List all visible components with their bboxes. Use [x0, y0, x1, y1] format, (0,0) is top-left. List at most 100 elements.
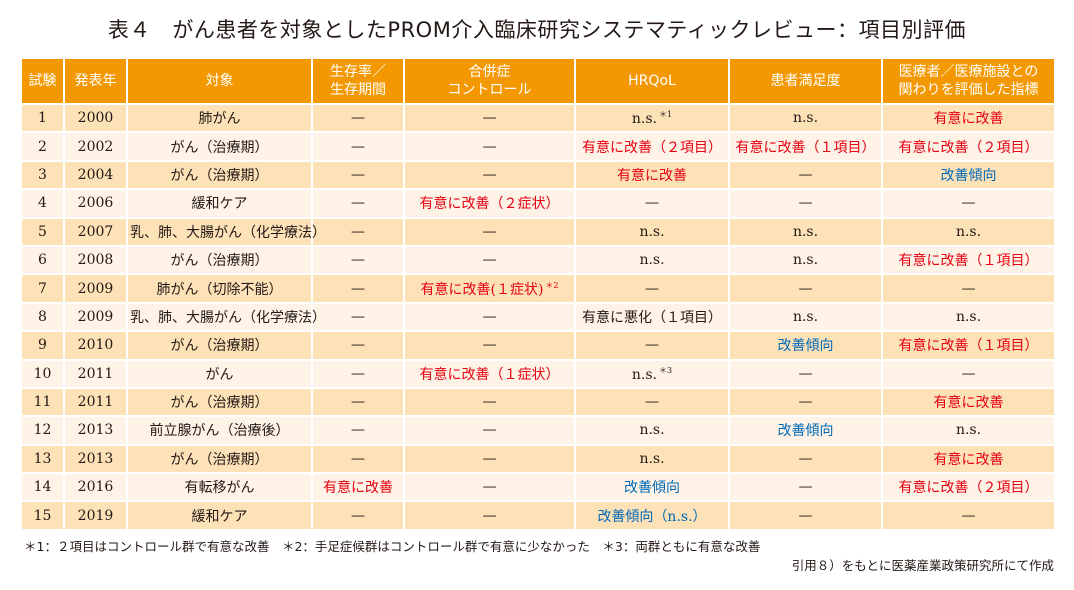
cell-value: — [482, 337, 497, 354]
cell-value: — [645, 337, 659, 354]
cell-value: 1 [38, 110, 47, 127]
cell-target: 緩和ケア [127, 501, 313, 531]
cell-year: 2007 [64, 217, 128, 247]
cell-value: 有意に改善 [323, 480, 393, 497]
cell-value: 有意に改善 [933, 111, 1004, 128]
cell-value: 緩和ケア [191, 196, 248, 213]
cell-value: — [798, 365, 813, 382]
cell-value: 4 [38, 195, 47, 212]
cell-value: 6 [38, 252, 47, 269]
cell-value: 2002 [77, 138, 114, 155]
cell-value: n.s. [955, 308, 982, 325]
cell-survival: — [312, 387, 405, 418]
table-row: 10 2011 がん — 有意に改善（１症状） n.s. ＊3 — — [22, 359, 1054, 389]
cell-value: 有意に悪化（１項目） [582, 309, 722, 326]
cell-value: — [351, 280, 365, 297]
cell-survival: — [312, 189, 405, 219]
cell-target: がん（治療期） [127, 245, 313, 276]
cell-value: 7 [38, 280, 47, 297]
cell-year: 2019 [64, 501, 128, 531]
cell-value: 改善傾向 [777, 338, 834, 355]
cell-value: 12 [33, 422, 52, 439]
cell-value: 有意に改善 [933, 451, 1004, 468]
cell-value: 2019 [77, 507, 114, 524]
cell-trial: 13 [22, 444, 65, 475]
cell-trial: 6 [22, 245, 65, 276]
cell-value: がん（治療期） [170, 253, 269, 270]
cell-value: — [482, 507, 497, 524]
cell-hrqol: 有意に改善 [575, 160, 730, 191]
cell-year: 2011 [64, 359, 128, 389]
cell-target: がん（治療期） [127, 444, 313, 475]
cell-year: 2004 [64, 160, 128, 191]
cell-value: n.s. [631, 366, 657, 383]
cell-provider: — [882, 274, 1054, 304]
cell-complication: — [404, 217, 576, 247]
cell-trial: 10 [22, 359, 65, 389]
cell-value: 2000 [77, 110, 114, 127]
table-row: 14 2016 有転移がん 有意に改善 — 改善傾向 — 有意に改善（２項目） [22, 473, 1054, 503]
cell-satisfaction: n.s. [729, 217, 883, 247]
table-row: 8 2009 乳、肺、大腸がん（化学療法） — — 有意に悪化（１項目） n.s. n.s. [22, 302, 1054, 333]
table-row: 1 2000 肺がん — — n.s. ＊1 n.s. 有意に改善 [22, 104, 1054, 134]
cell-value: — [798, 394, 813, 411]
cell-target: 肺がん [127, 104, 313, 134]
table-row: 2 2002 がん（治療期） — — 有意に改善（２項目） 有意に改善（１項目） 有意に改善（… [22, 132, 1054, 162]
cell-target: 緩和ケア [127, 189, 313, 219]
table-title: 表４ がん患者を対象としたPROM介入臨床研究システマティックレビュー：項目別評… [107, 18, 967, 42]
cell-survival: — [312, 359, 405, 389]
cell-value: — [482, 394, 497, 411]
cell-target: 乳、肺、大腸がん（化学療法） [127, 217, 326, 247]
cell-complication: — [404, 104, 576, 134]
cell-survival: — [312, 160, 405, 191]
cell-value: 乳、肺、大腸がん（化学療法） [130, 309, 326, 326]
table-row: 12 2013 前立腺がん（治療後） — — n.s. 改善傾向 n.s. [22, 416, 1054, 446]
cell-year: 2006 [64, 189, 128, 219]
cell-value: n.s. [639, 223, 665, 240]
cell-complication: — [404, 416, 576, 446]
cell-value: 14 [33, 479, 52, 496]
cell-provider: n.s. [882, 416, 1054, 446]
cell-complication: — [404, 302, 576, 333]
cell-satisfaction: — [729, 387, 883, 418]
table-row: 7 2009 肺がん（切除不能） — 有意に改善(１症状) ＊2 — — — [22, 274, 1054, 304]
cell-value: n.s. [639, 450, 665, 467]
cell-survival: — [312, 302, 405, 333]
prom-review-table: 試験 発表年 対象 生存率／ 生存期間 合併症 コントロール HRQoL 患者満足度 医療者／医療… [22, 59, 1054, 531]
cell-value: — [351, 223, 365, 240]
cell-provider: 有意に改善（２項目） [882, 132, 1054, 162]
cell-survival: — [312, 217, 405, 247]
cell-trial: 3 [22, 160, 65, 191]
table-row: 9 2010 がん（治療期） — — — 改善傾向 有意に改善（１項目） [22, 331, 1054, 361]
cell-value: 2008 [77, 252, 114, 269]
cell-hrqol: n.s. [575, 217, 730, 247]
cell-provider: — [882, 359, 1054, 389]
cell-value: — [961, 280, 976, 297]
cell-survival: — [312, 245, 405, 276]
cell-hrqol: n.s. ＊3 [575, 359, 730, 389]
header-year: 発表年 [64, 59, 128, 105]
cell-year: 2011 [64, 387, 128, 418]
cell-survival: — [312, 274, 405, 304]
cell-satisfaction: 改善傾向 [729, 331, 883, 361]
cell-satisfaction: — [729, 359, 883, 389]
table-body: 1 2000 肺がん — — n.s. ＊1 n.s. 有意に改善 2 2002 がん（治療期） — — 有… [22, 104, 1054, 531]
cell-value: — [351, 450, 365, 467]
cell-value: — [482, 223, 497, 240]
cell-value: がん（治療期） [170, 395, 269, 412]
cell-satisfaction: n.s. [729, 104, 883, 134]
cell-value: — [482, 252, 497, 269]
cell-value: 有意に改善（２項目） [582, 139, 722, 156]
cell-value: — [798, 195, 813, 212]
cell-value: 緩和ケア [191, 508, 248, 525]
footnote: ＊1：２項目はコントロール群で有意な改善 ＊2：手足症候群はコントロール群で有意… [24, 539, 761, 554]
cell-provider: 改善傾向 [882, 160, 1054, 191]
cell-survival: 有意に改善 [312, 473, 405, 503]
cell-value: 11 [33, 394, 52, 411]
cell-target: 有転移がん [127, 473, 313, 503]
cell-value: 肺がん [198, 111, 241, 128]
cell-value: 有意に改善（１症状） [419, 366, 560, 383]
cell-value: — [798, 166, 813, 183]
cell-value: n.s. [792, 308, 819, 325]
cell-satisfaction: — [729, 444, 883, 475]
